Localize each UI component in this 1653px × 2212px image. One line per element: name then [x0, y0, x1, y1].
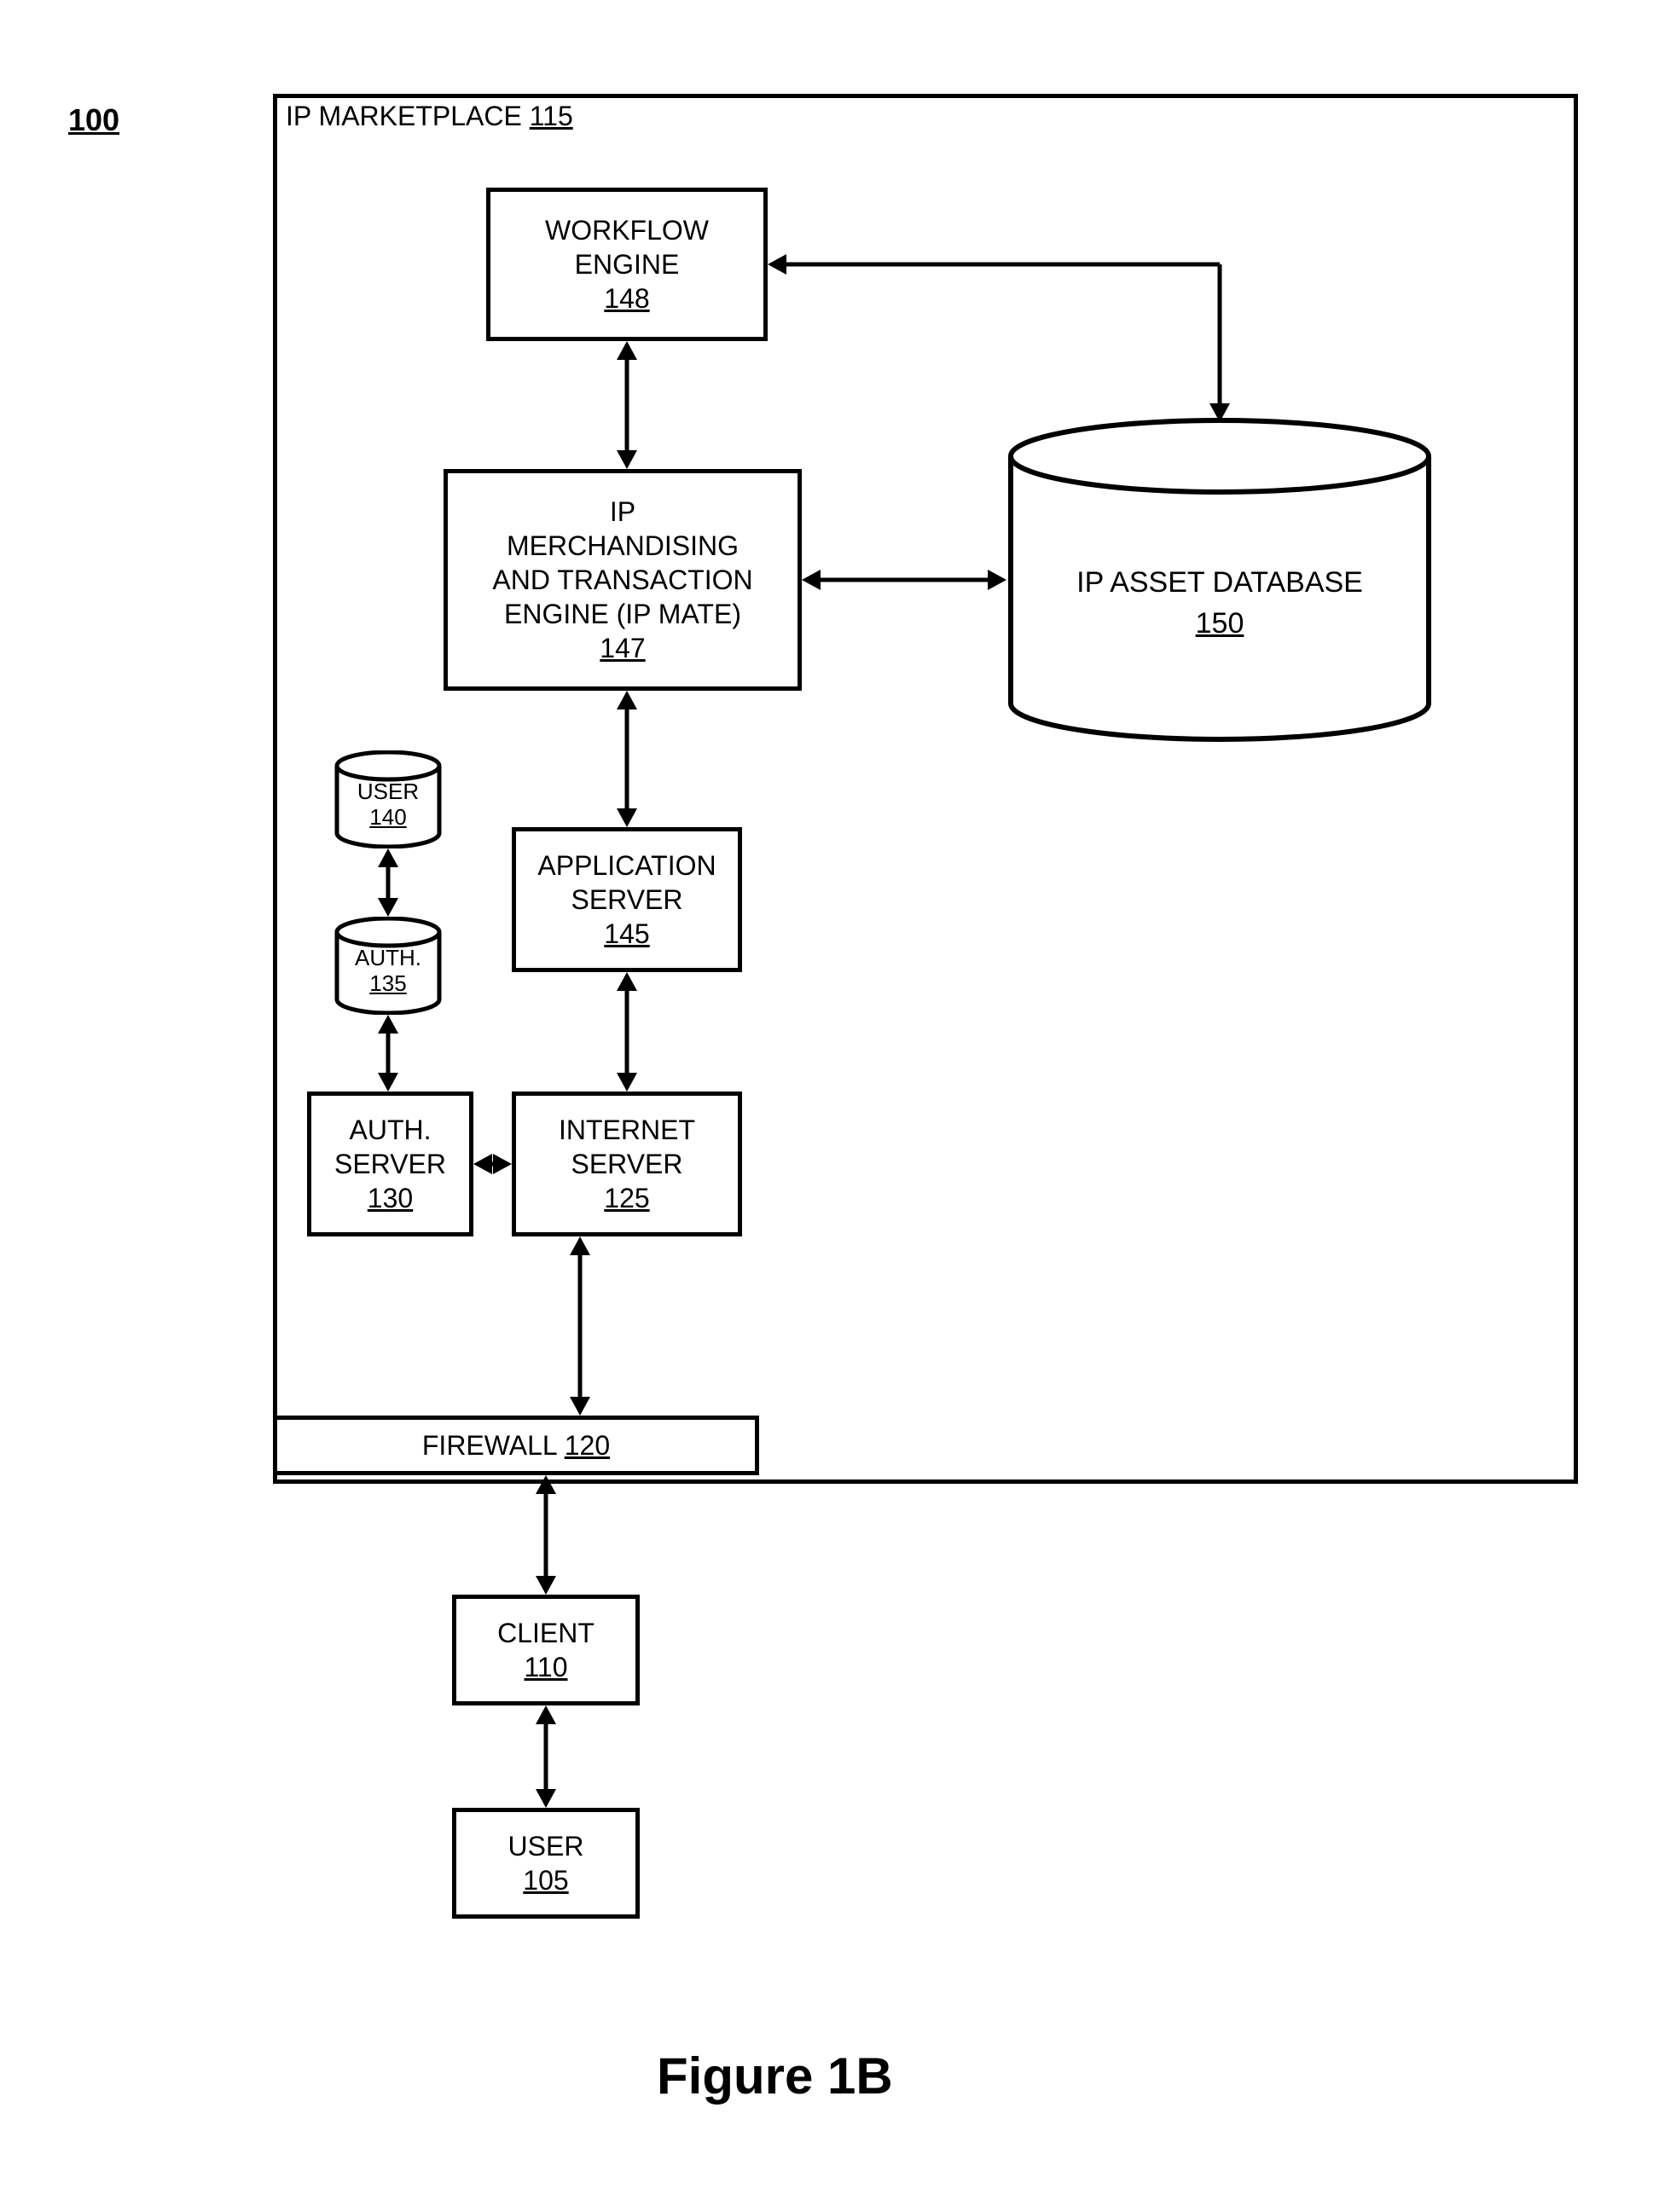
cyl-num: 150 — [1006, 604, 1433, 645]
node-line: CLIENT — [497, 1616, 594, 1650]
cyl-label: USER — [333, 779, 444, 805]
node-num: 105 — [523, 1863, 568, 1897]
firewall-node: FIREWALL 120 — [273, 1416, 759, 1475]
node-num: 148 — [604, 281, 649, 316]
ip-mate-node: IP MERCHANDISING AND TRANSACTION ENGINE … — [444, 469, 802, 691]
node-line: IP — [610, 495, 635, 529]
user-node: USER 105 — [452, 1808, 640, 1919]
node-line: APPLICATION — [537, 848, 716, 883]
container-label-text: IP MARKETPLACE — [286, 101, 522, 131]
container-label-num: 115 — [530, 101, 573, 131]
node-line: USER — [508, 1829, 584, 1863]
figure-title: Figure 1B — [657, 2047, 893, 2105]
node-num: 130 — [368, 1181, 413, 1215]
node-line: WORKFLOW — [545, 213, 709, 247]
cyl-num: 135 — [333, 971, 444, 997]
firewall-num: 120 — [565, 1430, 610, 1462]
diagram-canvas: 100 IP MARKETPLACE 115 WORKFLOW ENGINE 1… — [34, 34, 1619, 2178]
node-line: SERVER — [571, 1147, 682, 1181]
auth-db-cylinder: AUTH. 135 — [333, 917, 444, 1015]
auth-server-node: AUTH. SERVER 130 — [307, 1092, 473, 1236]
application-server-node: APPLICATION SERVER 145 — [512, 827, 742, 972]
node-line: ENGINE (IP MATE) — [504, 597, 741, 631]
node-line: MERCHANDISING — [507, 529, 739, 563]
ip-marketplace-label: IP MARKETPLACE 115 — [286, 101, 573, 132]
workflow-engine-node: WORKFLOW ENGINE 148 — [486, 188, 768, 341]
node-line: AUTH. — [350, 1113, 432, 1147]
figure-ref-number: 100 — [68, 102, 119, 138]
cyl-label: IP ASSET DATABASE — [1006, 563, 1433, 604]
client-node: CLIENT 110 — [452, 1595, 640, 1705]
ip-asset-db-cylinder: IP ASSET DATABASE 150 — [1006, 418, 1433, 742]
node-num: 145 — [604, 917, 649, 951]
node-line: ENGINE — [575, 247, 680, 281]
user-db-cylinder: USER 140 — [333, 750, 444, 848]
node-num: 147 — [600, 631, 645, 665]
firewall-label: FIREWALL — [422, 1430, 558, 1462]
cyl-num: 140 — [333, 805, 444, 831]
node-line: SERVER — [571, 883, 682, 917]
node-line: SERVER — [334, 1147, 446, 1181]
node-num: 110 — [524, 1650, 567, 1684]
node-line: INTERNET — [559, 1113, 695, 1147]
cyl-label: AUTH. — [333, 946, 444, 971]
node-line: AND TRANSACTION — [492, 563, 752, 597]
node-num: 125 — [604, 1181, 649, 1215]
internet-server-node: INTERNET SERVER 125 — [512, 1092, 742, 1236]
ip-marketplace-container — [273, 94, 1578, 1484]
